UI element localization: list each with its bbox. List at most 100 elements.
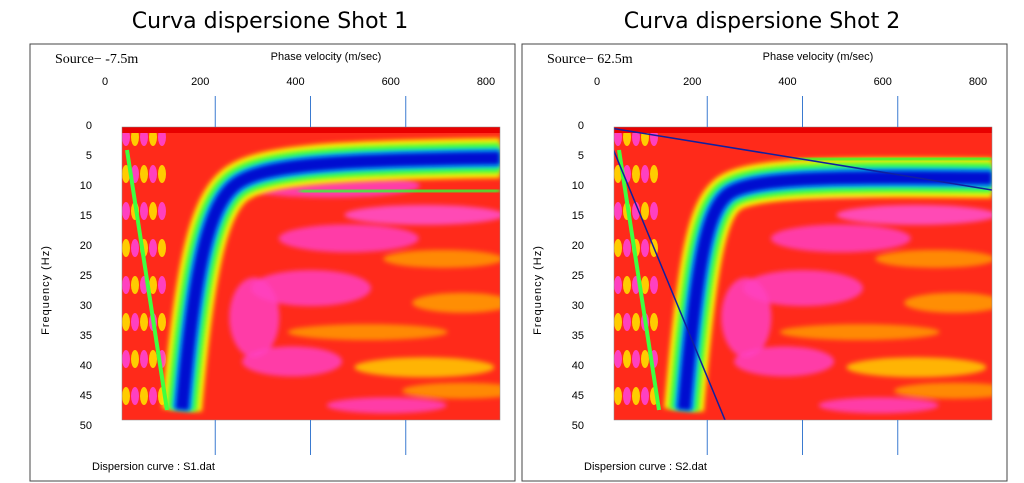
speckle [122,313,130,331]
speckle [158,276,166,294]
speckle [641,202,649,220]
y-tick-label: 0 [86,120,92,132]
x-tick-label: 400 [778,76,796,88]
speckle [122,239,130,257]
heatmap [122,127,500,420]
speckle [632,387,640,405]
heat-blob [875,249,992,268]
heat-blob [770,224,911,253]
speckle [158,313,166,331]
speckle [614,350,622,368]
speckle [614,276,622,294]
speckle [122,387,130,405]
pick-line [614,127,992,191]
y-tick-label: 25 [80,270,92,282]
heat-blob [344,204,500,225]
speckle [140,313,148,331]
speckle [140,387,148,405]
speckle [131,276,139,294]
y-axis-label: Frequency (Hz) [40,245,52,335]
speckle [623,387,631,405]
speckle [650,313,658,331]
dispersion-band [677,170,992,411]
heat-blob [836,204,992,225]
footer: Dispersion curve : S2.dat [584,461,707,473]
y-tick-label: 30 [80,300,92,312]
speckle [158,165,166,183]
speckle [149,239,157,257]
heat-blob [251,270,371,307]
speckle [632,313,640,331]
speckle [131,313,139,331]
heat-blob [278,224,419,253]
x-tick-label: 0 [102,76,108,88]
panel-frame [29,43,516,482]
y-tick-label: 30 [572,300,584,312]
pick-line [614,149,726,420]
speckle [122,350,130,368]
heat-blob [846,357,987,378]
y-tick-label: 45 [80,390,92,402]
y-tick-label: 50 [80,420,92,432]
speckle [149,350,157,368]
left-streak [125,149,169,411]
x-axis-label: Phase velocity (m/sec) [271,51,382,63]
y-axis-label: Frequency (Hz) [532,245,544,335]
speckle [122,276,130,294]
x-tick-label: 600 [382,76,400,88]
speckle [122,202,130,220]
speckle [149,165,157,183]
heat-blob [904,292,992,313]
speckle [614,387,622,405]
y-tick-label: 15 [572,210,584,222]
speckle [149,387,157,405]
heat-blob [326,397,447,414]
y-tick-label: 0 [578,120,584,132]
heat-blob [818,397,939,414]
heat-blob [412,292,500,313]
y-tick-label: 5 [86,150,92,162]
heat-blob [894,382,992,399]
y-tick-label: 10 [80,180,92,192]
heat-blob [402,382,500,399]
speckle [632,350,640,368]
x-tick-label: 200 [683,76,701,88]
speckle [158,239,166,257]
speckle [614,313,622,331]
heat-blob [383,249,500,268]
speckle [140,350,148,368]
x-tick-label: 800 [969,76,987,88]
panel-frame [521,43,1008,482]
y-tick-label: 50 [572,420,584,432]
dispersion-band [175,151,500,411]
speckle [632,165,640,183]
heat-blob [354,357,495,378]
x-tick-label: 400 [286,76,304,88]
heat-blob [287,324,448,341]
chart-title: Curva dispersione Shot 1 [132,9,408,34]
y-tick-label: 5 [578,150,584,162]
speckle [641,350,649,368]
y-tick-label: 20 [80,240,92,252]
x-tick-label: 600 [874,76,892,88]
footer: Dispersion curve : S1.dat [92,461,215,473]
speckle [140,165,148,183]
source-label: Source− -7.5m [55,52,138,67]
y-tick-label: 25 [572,270,584,282]
speckle [158,202,166,220]
speckle [614,239,622,257]
y-tick-label: 40 [80,360,92,372]
left-streak [617,149,661,411]
speckle [131,350,139,368]
speckle [650,276,658,294]
speckle [650,165,658,183]
x-axis-label: Phase velocity (m/sec) [763,51,874,63]
dispersion-band [299,187,500,195]
speckle [140,202,148,220]
x-tick-label: 200 [191,76,209,88]
speckle [632,202,640,220]
x-tick-label: 0 [594,76,600,88]
speckle [650,202,658,220]
